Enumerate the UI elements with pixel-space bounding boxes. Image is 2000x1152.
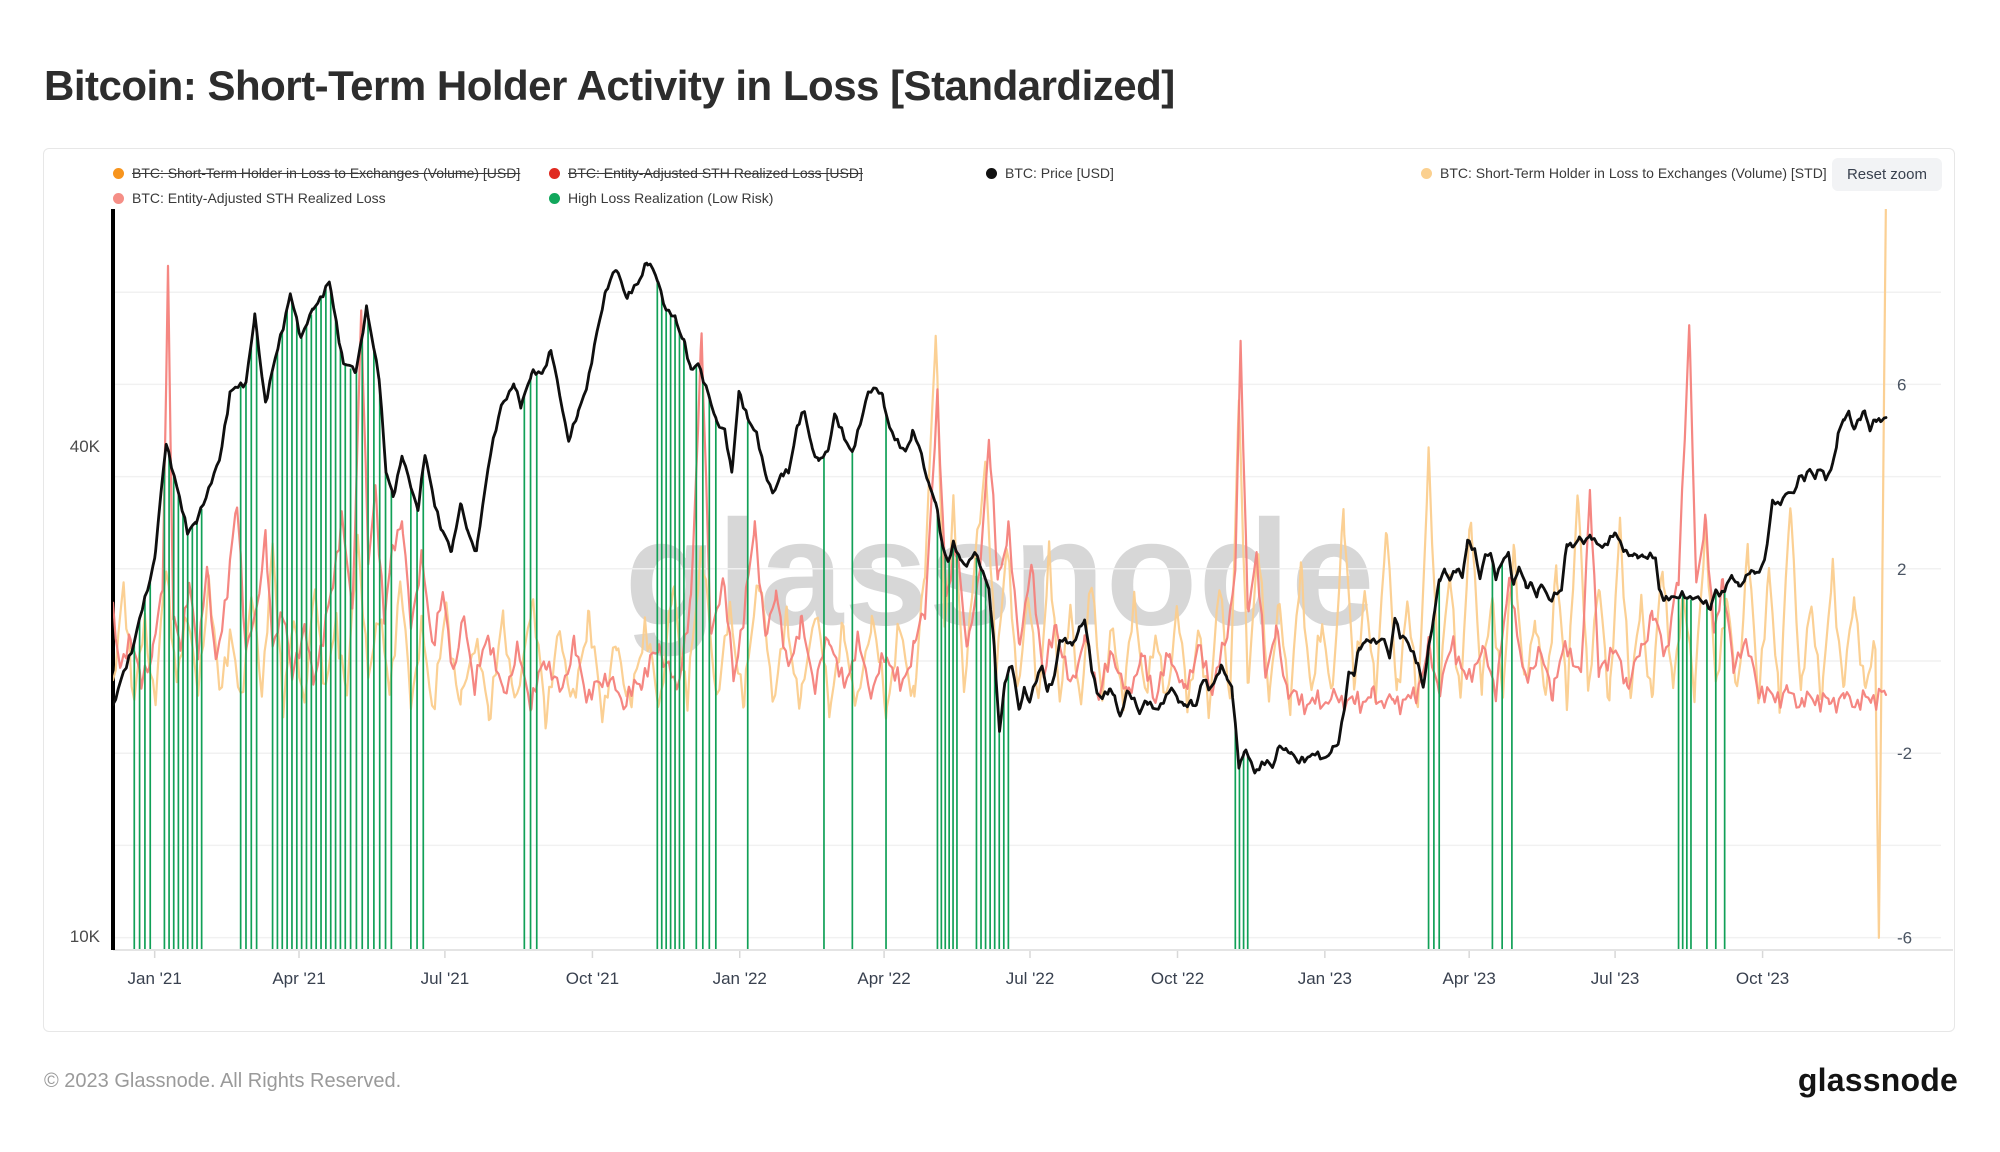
reset-zoom-button[interactable]: Reset zoom: [1831, 158, 1942, 191]
plot-area[interactable]: glassnode Jan '21 Apr '21 Jul '21 Oct '21 Ja…: [44, 209, 1956, 1009]
legend-item-btc-price[interactable]: BTC: Price [USD]: [986, 162, 1114, 184]
left-axis-label: 40K: [70, 437, 101, 456]
legend-item-sth-realized-loss[interactable]: BTC: Entity-Adjusted STH Realized Loss: [113, 187, 386, 209]
x-axis-label: Jan '21: [128, 969, 182, 988]
glassnode-logo: glassnode: [1797, 1062, 1958, 1098]
x-axis-label: Apr '21: [272, 969, 325, 988]
x-axis-label: Jul '21: [421, 969, 470, 988]
price-axis-line: [111, 209, 115, 950]
footer-copyright: © 2023 Glassnode. All Rights Reserved.: [44, 1070, 402, 1092]
legend-label: BTC: Price [USD]: [1005, 165, 1114, 181]
price-series-path: [113, 261, 1888, 775]
right-axis-label: 6: [1897, 375, 1906, 394]
page-title: Bitcoin: Short-Term Holder Activity in L…: [44, 62, 1175, 110]
legend-item-sth-loss-exchanges-std[interactable]: BTC: Short-Term Holder in Loss to Exchan…: [1421, 162, 1827, 184]
chart-card: BTC: Short-Term Holder in Loss to Exchan…: [43, 148, 1955, 1032]
left-axis-label: 10K: [70, 927, 101, 946]
legend-dot-icon: [549, 192, 560, 204]
sth-realized-loss-path: [113, 264, 1888, 716]
right-axis-label: -6: [1897, 929, 1912, 948]
legend-item-high-loss-realization[interactable]: High Loss Realization (Low Risk): [549, 187, 773, 209]
legend-dot-icon: [113, 167, 124, 179]
legend-label: BTC: Short-Term Holder in Loss to Exchan…: [132, 165, 521, 181]
legend-dot-icon: [986, 167, 997, 179]
legend-dot-icon: [113, 192, 124, 204]
legend-label: High Loss Realization (Low Risk): [568, 190, 774, 206]
legend-dot-icon: [1421, 167, 1432, 179]
legend-label: BTC: Short-Term Holder in Loss to Exchan…: [1440, 165, 1827, 181]
std-volume-path: [113, 209, 1887, 939]
x-axis-label: Jan '22: [713, 969, 767, 988]
x-axis-label: Apr '22: [857, 969, 910, 988]
legend-label: BTC: Entity-Adjusted STH Realized Loss: [132, 190, 386, 206]
x-axis-label: Jul '23: [1591, 969, 1640, 988]
x-axis-label: Jul '22: [1006, 969, 1055, 988]
legend-item-sth-realized-loss-usd[interactable]: BTC: Entity-Adjusted STH Realized Loss […: [549, 162, 863, 184]
x-axis-label: Apr '23: [1442, 969, 1495, 988]
x-axis-label: Oct '23: [1736, 969, 1789, 988]
x-axis-label: Jan '23: [1298, 969, 1352, 988]
right-axis-label: 2: [1897, 560, 1906, 579]
legend-item-sth-loss-exchanges-usd[interactable]: BTC: Short-Term Holder in Loss to Exchan…: [113, 162, 520, 184]
legend-dot-icon: [549, 167, 560, 179]
right-axis-label: -2: [1897, 744, 1912, 763]
chart-svg: Jan '21 Apr '21 Jul '21 Oct '21 Jan '22 Apr '…: [70, 209, 1953, 988]
x-axis-label: Oct '21: [566, 969, 619, 988]
legend-label: BTC: Entity-Adjusted STH Realized Loss […: [568, 165, 863, 181]
x-axis-label: Oct '22: [1151, 969, 1204, 988]
